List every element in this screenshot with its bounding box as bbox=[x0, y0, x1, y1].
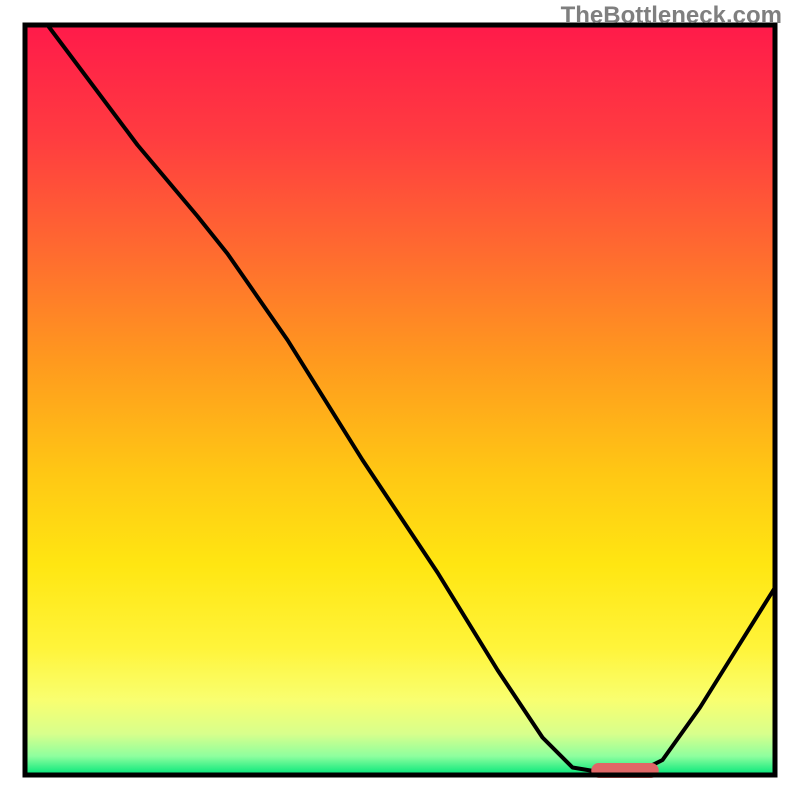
chart-svg bbox=[0, 0, 800, 800]
gradient-background bbox=[25, 25, 775, 775]
chart-container: TheBottleneck.com bbox=[0, 0, 800, 800]
watermark-text: TheBottleneck.com bbox=[561, 2, 782, 30]
